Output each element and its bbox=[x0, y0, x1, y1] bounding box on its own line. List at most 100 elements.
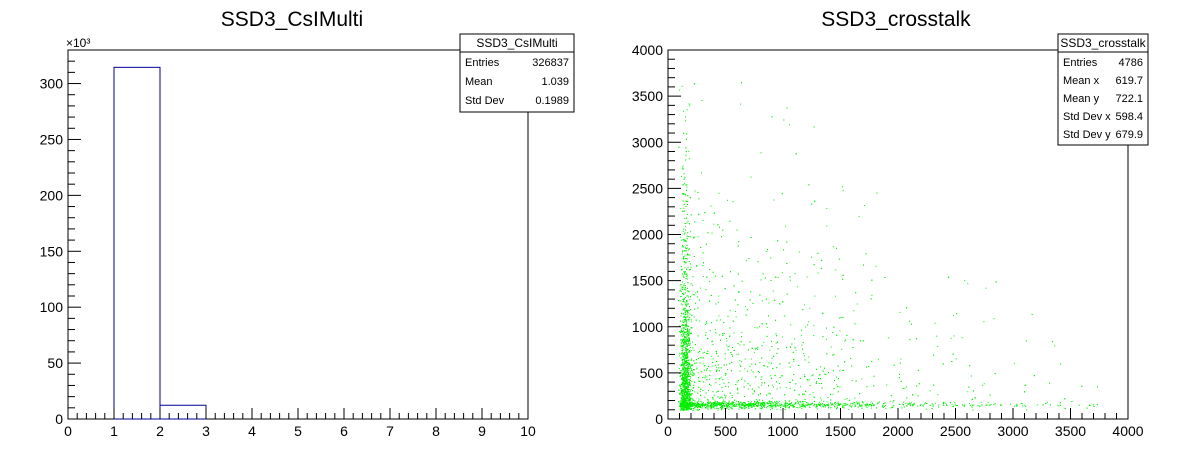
scatter-point bbox=[689, 371, 691, 373]
scatter-point bbox=[728, 345, 730, 347]
scatter-point bbox=[768, 362, 770, 364]
scatter-point bbox=[678, 146, 680, 148]
scatter-point bbox=[950, 337, 952, 339]
scatter-point bbox=[685, 354, 687, 356]
scatter-point bbox=[685, 378, 687, 380]
scatter-point bbox=[681, 389, 683, 391]
scatter-point bbox=[716, 370, 717, 372]
scatter-point bbox=[723, 403, 725, 404]
scatter-point bbox=[693, 349, 695, 351]
scatter-point bbox=[1036, 404, 1038, 406]
scatter-point bbox=[686, 396, 688, 398]
scatter-point bbox=[729, 220, 731, 222]
scatter-point bbox=[797, 407, 799, 409]
scatter-point bbox=[699, 403, 701, 405]
scatter-point bbox=[752, 371, 754, 373]
scatter-point bbox=[683, 327, 685, 329]
scatter-point bbox=[956, 405, 958, 406]
scatter-point bbox=[738, 291, 739, 293]
scatter-x-tick-label: 1000 bbox=[767, 423, 798, 439]
scatter-point bbox=[684, 261, 686, 263]
scatter-point bbox=[759, 407, 761, 409]
scatter-point bbox=[761, 300, 763, 302]
scatter-point bbox=[761, 357, 763, 359]
scatter-x-tick-label: 500 bbox=[714, 423, 738, 439]
scatter-point bbox=[689, 394, 691, 396]
scatter-point bbox=[685, 334, 687, 336]
scatter-point bbox=[694, 400, 696, 402]
scatter-point bbox=[687, 402, 689, 404]
scatter-point bbox=[815, 382, 817, 384]
scatter-point bbox=[726, 406, 728, 408]
scatter-point bbox=[681, 391, 682, 393]
scatter-point bbox=[686, 397, 688, 399]
scatter-point bbox=[680, 295, 682, 297]
scatter-point bbox=[718, 403, 719, 405]
scatter-point bbox=[763, 405, 765, 407]
scatter-point bbox=[680, 331, 682, 333]
scatter-point bbox=[731, 403, 733, 404]
scatter-point bbox=[688, 223, 690, 225]
scatter-point bbox=[764, 382, 765, 384]
scatter-point bbox=[713, 406, 715, 408]
scatter-x-ticks: 0 500 1000 1500 2000 2500 3000 3500 4000 bbox=[664, 408, 1144, 439]
scatter-point bbox=[737, 245, 739, 247]
scatter-point bbox=[714, 403, 716, 405]
scatter-point bbox=[707, 399, 709, 400]
scatter-point bbox=[689, 332, 691, 334]
scatter-point bbox=[719, 334, 721, 336]
scatter-point bbox=[701, 406, 703, 407]
scatter-point bbox=[757, 371, 759, 372]
scatter-point bbox=[705, 407, 707, 408]
scatter-point bbox=[812, 392, 814, 394]
scatter-point bbox=[693, 360, 695, 362]
scatter-point bbox=[805, 390, 807, 392]
scatter-point bbox=[686, 349, 688, 351]
scatter-point bbox=[824, 367, 825, 369]
scatter-point bbox=[937, 346, 939, 347]
scatter-point bbox=[764, 365, 766, 367]
scatter-point bbox=[682, 390, 684, 392]
scatter-y-tick-label: 4000 bbox=[632, 42, 663, 58]
scatter-point bbox=[935, 402, 937, 404]
scatter-point bbox=[952, 405, 954, 407]
scatter-point bbox=[780, 409, 782, 411]
scatter-point bbox=[729, 363, 731, 365]
scatter-point bbox=[715, 405, 717, 407]
scatter-point bbox=[686, 378, 688, 380]
scatter-point bbox=[684, 246, 686, 248]
scatter-point bbox=[682, 293, 684, 294]
scatter-point bbox=[714, 405, 716, 407]
scatter-point bbox=[687, 386, 689, 388]
scatter-point bbox=[775, 333, 777, 335]
scatter-point bbox=[711, 403, 713, 405]
scatter-x-tick-label: 1500 bbox=[825, 423, 856, 439]
scatter-point bbox=[916, 338, 918, 340]
scatter-point bbox=[719, 226, 720, 228]
scatter-point bbox=[835, 404, 837, 406]
scatter-point bbox=[746, 309, 748, 311]
scatter-point bbox=[775, 404, 777, 406]
scatter-point bbox=[679, 401, 681, 403]
scatter-point bbox=[917, 395, 919, 397]
scatter-point bbox=[685, 397, 687, 399]
scatter-point bbox=[686, 184, 688, 186]
scatter-point bbox=[786, 107, 788, 109]
scatter-point bbox=[694, 362, 696, 364]
scatter-point bbox=[756, 402, 758, 404]
scatter-point bbox=[717, 409, 719, 411]
scatter-point bbox=[715, 401, 717, 403]
scatter-point bbox=[780, 404, 782, 406]
scatter-point bbox=[853, 310, 855, 312]
scatter-point bbox=[711, 405, 712, 406]
scatter-point bbox=[802, 405, 804, 407]
scatter-point bbox=[826, 207, 828, 209]
scatter-point bbox=[900, 358, 902, 360]
scatter-point bbox=[682, 327, 684, 329]
scatter-point bbox=[679, 394, 681, 395]
scatter-point bbox=[688, 330, 690, 332]
scatter-point bbox=[686, 186, 688, 188]
scatter-point bbox=[772, 290, 774, 292]
scatter-point bbox=[790, 324, 792, 326]
scatter-point bbox=[870, 407, 872, 409]
